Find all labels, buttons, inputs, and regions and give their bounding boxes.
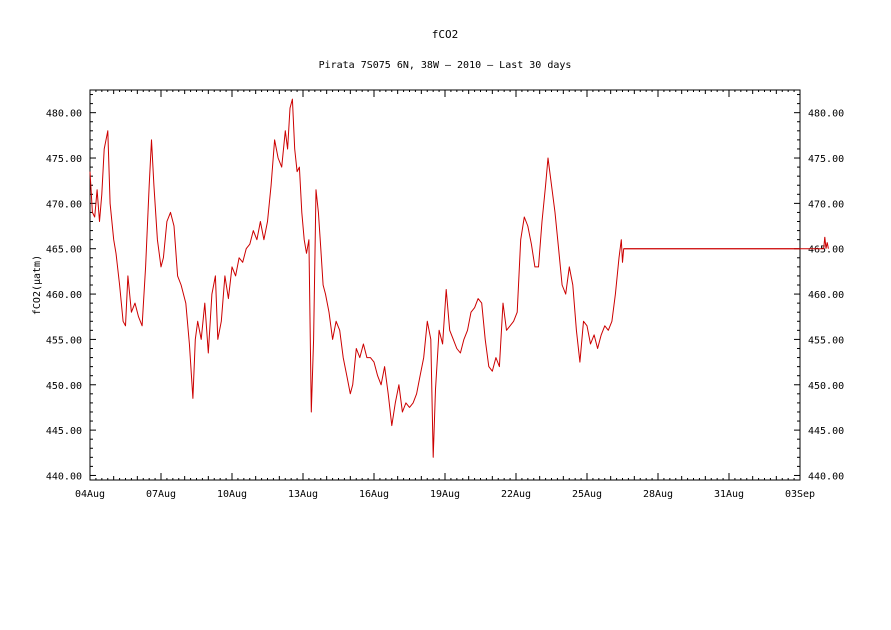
y-tick-label-right: 455.00 <box>808 335 844 346</box>
series-layer <box>89 98 829 458</box>
x-tick-label: 28Aug <box>643 489 673 500</box>
plot-frame <box>89 89 801 481</box>
chart-title: fCO2 <box>432 28 459 41</box>
x-tick-label: 13Aug <box>288 489 318 500</box>
y-tick-label-right: 465.00 <box>808 245 844 256</box>
x-tick-label: 04Aug <box>75 489 105 500</box>
y-tick-label-left: 470.00 <box>46 199 82 210</box>
x-tick-label: 25Aug <box>572 489 602 500</box>
y-tick-label-right: 450.00 <box>808 381 844 392</box>
y-tick-label-left: 465.00 <box>46 245 82 256</box>
y-tick-label-left: 460.00 <box>46 290 82 301</box>
x-axis-ticks: 04Aug 07Aug 10Aug 13Aug 16Aug 19Aug 22Aug 25Aug… <box>75 90 815 500</box>
y-axis-ticks: 440.00 440.00 445.00 445.00 450.00 450.00 455.… <box>46 94 844 482</box>
y-tick-label-right: 475.00 <box>808 154 844 165</box>
x-tick-label: 07Aug <box>146 489 176 500</box>
y-axis-label: fCO2(μatm) <box>32 255 43 315</box>
series-line <box>89 98 800 458</box>
y-tick-label-left: 450.00 <box>46 381 82 392</box>
y-tick-label-right: 480.00 <box>808 109 844 120</box>
y-tick-label-right: 440.00 <box>808 471 844 482</box>
x-tick-label: 22Aug <box>501 489 531 500</box>
chart-subtitle: Pirata 7S075 6N, 38W – 2010 – Last 30 da… <box>319 60 572 71</box>
y-tick-label-left: 475.00 <box>46 154 82 165</box>
y-tick-label-right: 445.00 <box>808 426 844 437</box>
x-tick-label: 19Aug <box>430 489 460 500</box>
x-tick-label: 31Aug <box>714 489 744 500</box>
y-tick-label-right: 470.00 <box>808 199 844 210</box>
y-tick-label-left: 440.00 <box>46 471 82 482</box>
y-tick-label-left: 480.00 <box>46 109 82 120</box>
series-line-tail <box>623 236 829 250</box>
y-tick-label-left: 455.00 <box>46 335 82 346</box>
x-tick-label: 16Aug <box>359 489 389 500</box>
x-tick-label: 03Sep <box>785 489 815 500</box>
x-tick-label: 10Aug <box>217 489 247 500</box>
y-tick-label-right: 460.00 <box>808 290 844 301</box>
y-tick-label-left: 445.00 <box>46 426 82 437</box>
